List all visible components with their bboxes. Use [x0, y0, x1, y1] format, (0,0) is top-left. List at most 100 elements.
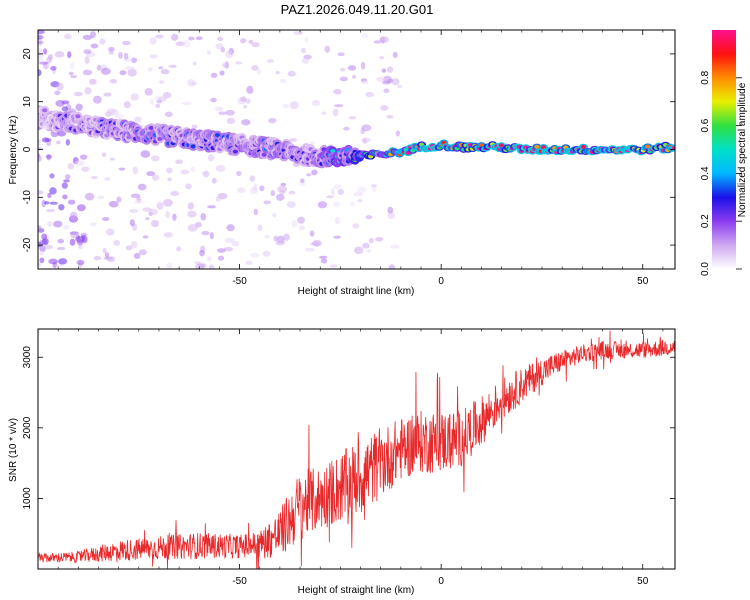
spectrogram-ytick-label: -20 — [22, 237, 33, 252]
spectrogram-noise-blob — [324, 45, 331, 53]
spectrogram-noise-blob — [185, 183, 192, 190]
spectrogram-noise-blob — [82, 34, 93, 40]
spectrogram-noise-blob — [187, 202, 194, 210]
spectrogram-noise-blob — [317, 201, 328, 209]
spectrogram-noise-blob — [38, 190, 44, 195]
spectrogram-noise-blob — [272, 212, 277, 218]
spectrogram-noise-blob — [210, 72, 218, 79]
spectrogram-noise-blob — [134, 199, 143, 204]
spectrogram-noise-blob — [366, 249, 372, 253]
spectrogram-noise-blob — [58, 258, 68, 265]
spectrogram-noise-blob — [380, 36, 385, 44]
spectrogram-noise-blob — [133, 252, 141, 260]
spectrogram-noise-blob — [116, 196, 122, 203]
spectrogram-noise-blob — [332, 108, 339, 117]
spectrogram-noise-blob — [55, 99, 65, 107]
spectrogram-noise-blob — [167, 177, 172, 182]
spectrogram-noise-blob — [245, 98, 251, 104]
spectrogram-noise-blob — [277, 185, 288, 193]
spectrogram-noise-blob — [215, 196, 221, 202]
spectrogram-noise-blob — [191, 124, 198, 129]
spectrogram-noise-blob — [164, 111, 173, 118]
spectrogram-noise-blob — [118, 167, 126, 171]
spectrogram-noise-blob — [150, 219, 159, 228]
spectrogram-noise-blob — [289, 101, 299, 110]
spectrogram-noise-blob — [275, 193, 285, 201]
spectrogram-ridge-cell — [330, 149, 336, 154]
spectrogram-noise-blob — [187, 210, 197, 218]
spectrogram-noise-blob — [84, 56, 90, 65]
spectrogram-noise-blob — [67, 163, 74, 170]
spectrogram-noise-blob — [376, 76, 385, 82]
spectrogram-noise-blob — [38, 40, 44, 45]
spectrogram-noise-blob — [206, 256, 212, 262]
spectrogram-noise-blob — [273, 235, 278, 242]
spectrogram-noise-blob — [362, 242, 370, 249]
spectrogram-noise-blob — [215, 165, 226, 172]
spectrogram-noise-blob — [61, 106, 69, 112]
spectrogram-noise-blob — [38, 139, 42, 143]
spectrogram-noise-blob — [256, 68, 262, 75]
spectrogram-noise-blob — [172, 213, 177, 221]
spectrogram-noise-blob — [312, 239, 322, 247]
spectrogram-noise-blob — [38, 57, 44, 63]
spectrogram-noise-blob — [390, 244, 400, 249]
spectrogram-noise-blob — [175, 159, 184, 164]
spectrogram-noise-blob — [81, 166, 90, 172]
spectrogram-noise-blob — [38, 142, 42, 147]
colorbar-tick-label: 0.0 — [700, 262, 711, 276]
spectrogram-noise-blob — [65, 174, 71, 180]
spectrogram-noise-blob — [259, 185, 265, 192]
snr-ytick-label: 2000 — [22, 416, 33, 439]
spectrogram-noise-blob — [168, 64, 177, 68]
spectrogram-noise-blob — [92, 95, 102, 104]
spectrogram-noise-blob — [108, 46, 115, 52]
snr-series-line — [38, 330, 675, 569]
spectrogram-noise-blob — [222, 62, 230, 69]
spectrogram-noise-blob — [38, 225, 42, 229]
spectrogram-noise-blob — [360, 61, 366, 70]
spectrogram-noise-blob — [108, 200, 119, 208]
spectrogram-noise-blob — [395, 130, 400, 137]
spectrogram-noise-blob — [56, 82, 64, 91]
spectrogram-noise-blob — [104, 252, 110, 258]
spectrogram-noise-blob — [46, 56, 52, 64]
spectrogram-noise-blob — [42, 238, 49, 246]
spectrogram-noise-blob — [44, 201, 50, 205]
spectrogram-noise-blob — [250, 252, 260, 258]
spectrogram-noise-blob — [309, 140, 316, 146]
spectrogram-noise-blob — [320, 258, 328, 264]
spectrogram-noise-blob — [48, 258, 58, 265]
spectrogram-noise-blob — [262, 250, 271, 257]
snr-xtick-label: 50 — [637, 576, 649, 587]
spectrogram-noise-blob — [75, 160, 85, 166]
spectrogram-ridge-cell — [232, 149, 238, 154]
spectrogram-noise-blob — [248, 39, 254, 45]
spectrogram-noise-blob — [350, 201, 355, 207]
snr-panel: -50 0 50 1000 2000 3000 Height of straight li… — [8, 328, 676, 596]
spectrogram-noise-blob — [217, 255, 225, 261]
spectrogram-noise-blob — [147, 67, 153, 72]
spectrogram-noise-blob — [70, 231, 80, 239]
spectrogram-noise-blob — [387, 206, 394, 214]
spectrogram-noise-blob — [76, 259, 85, 266]
spectrogram-noise-blob — [240, 96, 247, 103]
spectrogram-noise-blob — [170, 190, 180, 197]
spectrogram-noise-blob — [309, 230, 315, 237]
spectrogram-noise-blob — [329, 264, 338, 268]
spectrogram-noise-blob — [149, 37, 157, 45]
spectrogram-noise-blob — [326, 195, 334, 199]
spectrogram-noise-blob — [180, 169, 190, 175]
spectrogram-noise-blob — [77, 238, 84, 246]
spectrogram-noise-blob — [39, 257, 45, 264]
spectrogram-noise-blob — [225, 109, 235, 116]
spectrogram-ridge-cell — [534, 144, 540, 149]
spectrogram-noise-blob — [311, 101, 321, 107]
spectrogram-noise-blob — [146, 171, 156, 177]
snr-ytick-label: 1000 — [22, 487, 33, 510]
spectrogram-noise-blob — [152, 174, 160, 181]
spectrogram-noise-blob — [291, 220, 298, 228]
spectrogram-noise-blob — [44, 138, 52, 142]
spectrogram-noise-blob — [201, 230, 210, 236]
